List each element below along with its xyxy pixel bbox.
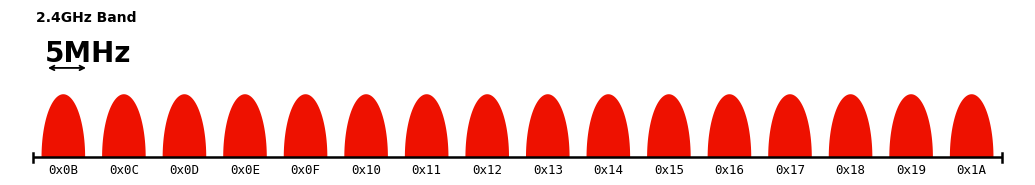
Text: 0x14: 0x14: [593, 164, 623, 177]
Polygon shape: [829, 94, 873, 157]
Text: 0x16: 0x16: [714, 164, 744, 177]
Text: 0x17: 0x17: [775, 164, 805, 177]
Polygon shape: [41, 94, 85, 157]
Text: 0x19: 0x19: [896, 164, 926, 177]
Text: 0x13: 0x13: [533, 164, 563, 177]
Text: 0x0E: 0x0E: [230, 164, 260, 177]
Polygon shape: [224, 94, 267, 157]
Text: 0x0B: 0x0B: [49, 164, 79, 177]
Polygon shape: [587, 94, 630, 157]
Polygon shape: [768, 94, 811, 157]
Polygon shape: [950, 94, 994, 157]
Polygon shape: [708, 94, 751, 157]
Text: 0x0C: 0x0C: [109, 164, 139, 177]
Text: 0x11: 0x11: [412, 164, 442, 177]
Text: 0x18: 0x18: [835, 164, 865, 177]
Polygon shape: [102, 94, 146, 157]
Text: 0x0D: 0x0D: [170, 164, 200, 177]
Text: 2.4GHz Band: 2.4GHz Band: [36, 11, 137, 25]
Polygon shape: [162, 94, 206, 157]
Polygon shape: [405, 94, 448, 157]
Text: 5MHz: 5MHz: [46, 41, 131, 68]
Polygon shape: [647, 94, 690, 157]
Text: 0x12: 0x12: [472, 164, 502, 177]
Polygon shape: [889, 94, 933, 157]
Polygon shape: [466, 94, 509, 157]
Text: 0x10: 0x10: [351, 164, 381, 177]
Polygon shape: [284, 94, 327, 157]
Polygon shape: [526, 94, 569, 157]
Polygon shape: [345, 94, 388, 157]
Text: 0x15: 0x15: [654, 164, 684, 177]
Text: 0x0F: 0x0F: [291, 164, 321, 177]
Text: 0x1A: 0x1A: [956, 164, 986, 177]
